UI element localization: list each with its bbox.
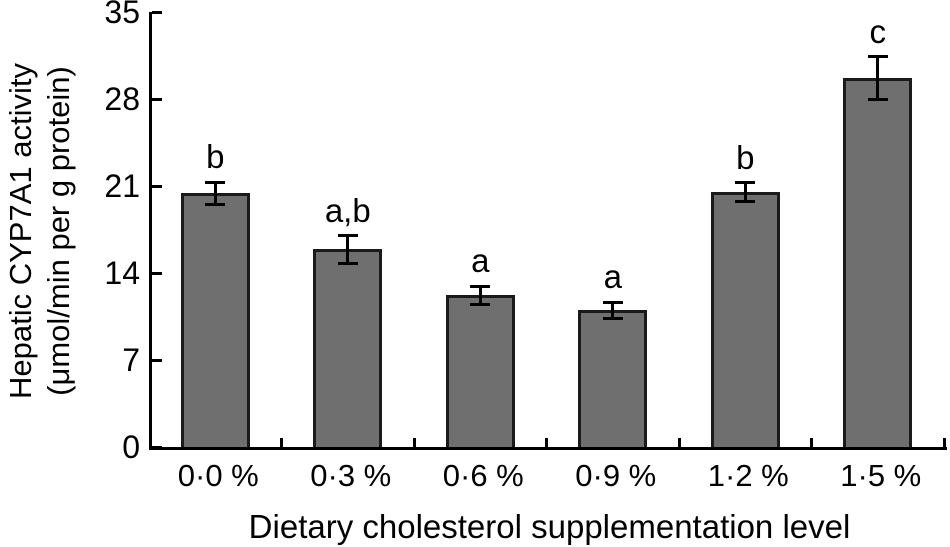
significance-letter: a <box>603 258 622 296</box>
error-bar-cap <box>337 261 358 265</box>
error-bar <box>611 302 615 319</box>
error-bar-cap <box>337 234 358 238</box>
x-axis-title: Dietary cholesterol supplementation leve… <box>248 508 851 545</box>
bar-09 <box>578 310 648 447</box>
y-axis-title-text: Hepatic CYP7A1 activity (μmol/min per g … <box>2 1 80 461</box>
x-axis-tick <box>280 438 283 447</box>
x-tick-label: 0·3 % <box>310 458 392 493</box>
y-tick-label: 28 <box>104 81 140 117</box>
error-bar-cap <box>867 97 888 101</box>
x-axis-tick <box>942 438 946 447</box>
x-axis-tick <box>412 438 416 447</box>
y-axis-tick <box>152 10 162 14</box>
x-tick-label: 0·0 % <box>177 458 259 493</box>
error-bar-cap <box>735 181 756 185</box>
significance-letter: b <box>206 138 225 176</box>
y-tick-label: 0 <box>122 429 140 465</box>
y-axis-tick <box>152 184 162 188</box>
plot-area: b a,b a a b c <box>149 10 947 450</box>
bar-03 <box>313 249 383 447</box>
y-axis-title: Hepatic CYP7A1 activity (μmol/min per g … <box>2 12 80 450</box>
significance-letter: a <box>471 242 490 280</box>
x-tick-label: 0·6 % <box>442 458 524 493</box>
y-axis-tick <box>152 358 162 362</box>
error-bar <box>876 56 880 99</box>
error-bar-cap <box>867 55 888 59</box>
error-bar-cap <box>735 200 756 204</box>
bar-06 <box>445 295 515 447</box>
x-axis-tick <box>810 438 813 447</box>
significance-letter: a,b <box>324 191 371 229</box>
y-axis-tick <box>152 97 162 101</box>
x-axis-tick <box>677 438 681 447</box>
error-bar <box>743 182 747 202</box>
error-bar <box>213 182 217 205</box>
error-bar-cap <box>205 180 226 184</box>
error-bar-cap <box>470 284 491 288</box>
significance-letter: b <box>736 138 755 176</box>
y-axis-tick <box>152 271 162 275</box>
bar-15 <box>843 77 913 447</box>
error-bar-cap <box>205 203 226 207</box>
error-bar-cap <box>470 303 491 307</box>
y-tick-label: 21 <box>104 168 140 204</box>
y-tick-label: 7 <box>122 342 140 378</box>
y-tick-label: 14 <box>104 255 140 291</box>
x-tick-label: 1·2 % <box>707 458 789 493</box>
error-bar <box>478 286 482 305</box>
x-tick-label: 0·9 % <box>575 458 657 493</box>
bar-00 <box>180 193 250 447</box>
x-axis-tick <box>545 438 548 447</box>
y-tick-label: 35 <box>104 0 140 30</box>
error-bar-cap <box>602 316 623 320</box>
error-bar-cap <box>602 300 623 304</box>
y-axis-title-line1: Hepatic CYP7A1 activity <box>3 63 38 399</box>
y-axis-title-line2: (μmol/min per g protein) <box>41 66 76 396</box>
y-axis-tick <box>152 445 162 449</box>
error-bar <box>346 235 350 264</box>
x-tick-label: 1·5 % <box>840 458 922 493</box>
significance-letter: c <box>869 12 887 50</box>
bar-12 <box>710 192 780 447</box>
